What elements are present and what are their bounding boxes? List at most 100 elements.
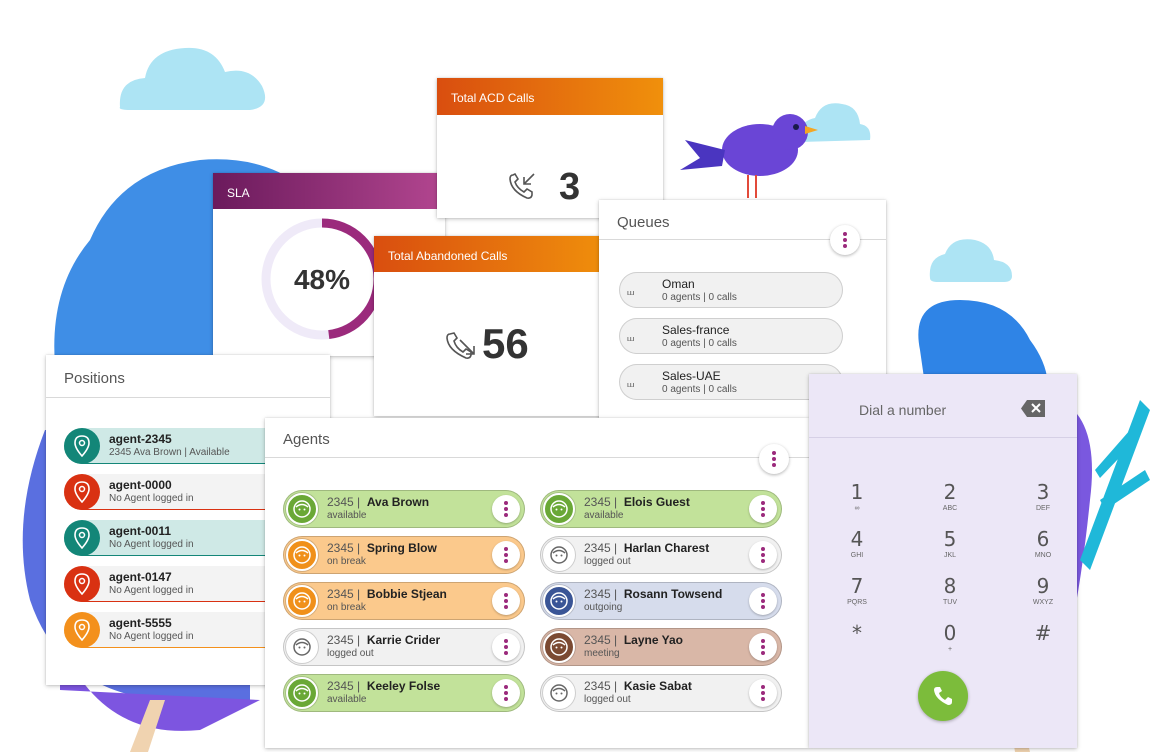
face-icon (550, 500, 568, 518)
location-pin-icon (64, 612, 100, 648)
agent-menu-button[interactable] (492, 633, 520, 661)
dial-key-8[interactable]: 8 TUV (920, 574, 980, 606)
agent-item[interactable]: 2345 | Spring Blow on break (283, 536, 525, 574)
sla-value: 48% (293, 264, 351, 295)
dial-key-0[interactable]: 0 + (920, 621, 980, 653)
agent-item[interactable]: 2345 | Bobbie Stjean on break (283, 582, 525, 620)
dial-key-digit: 0 (943, 621, 957, 645)
position-detail: No Agent logged in (109, 585, 194, 596)
agent-name: 2345 | Spring Blow (327, 541, 437, 555)
dial-key-6[interactable]: 6 MNO (1013, 527, 1073, 559)
agent-item[interactable]: 2345 | Harlan Charest logged out (540, 536, 782, 574)
face-icon (550, 684, 568, 702)
dial-key-letters: MNO (1034, 552, 1052, 559)
position-item[interactable]: agent-0011 No Agent logged in (64, 520, 304, 556)
queue-detail: 0 agents | 0 calls (662, 338, 737, 349)
agent-menu-button[interactable] (749, 495, 777, 523)
agents-title: Agents (265, 418, 809, 458)
dial-number-input[interactable]: Dial a number (859, 402, 947, 418)
dial-key-1[interactable]: 1 ∞ (827, 480, 887, 512)
position-detail: No Agent logged in (109, 631, 194, 642)
total-abandoned-value: 56 (482, 320, 529, 367)
avatar (543, 539, 575, 571)
face-icon (293, 684, 311, 702)
agent-item[interactable]: 2345 | Karrie Crider logged out (283, 628, 525, 666)
dial-key-3[interactable]: 3 DEF (1013, 480, 1073, 512)
position-item[interactable]: agent-0000 No Agent logged in (64, 474, 304, 510)
queue-item[interactable]: ⧢ Oman 0 agents | 0 calls (619, 272, 843, 308)
position-item[interactable]: agent-0147 No Agent logged in (64, 566, 304, 602)
sla-card-title: SLA (213, 173, 445, 209)
face-icon (293, 500, 311, 518)
backspace-icon[interactable] (1021, 400, 1045, 417)
dial-key-digit: 3 (1036, 480, 1050, 504)
face-icon (550, 638, 568, 656)
agent-menu-button[interactable] (492, 679, 520, 707)
agent-item[interactable]: 2345 | Ava Brown available (283, 490, 525, 528)
call-button[interactable] (918, 671, 968, 721)
agent-item[interactable]: 2345 | Elois Guest available (540, 490, 782, 528)
agent-menu-button[interactable] (492, 587, 520, 615)
dial-key-letters: DEF (1036, 505, 1050, 512)
agent-status: logged out (584, 694, 631, 705)
dial-key-5[interactable]: 5 JKL (920, 527, 980, 559)
agent-item[interactable]: 2345 | Keeley Folse available (283, 674, 525, 712)
agent-menu-button[interactable] (749, 633, 777, 661)
queue-icon: ⧢ (627, 283, 635, 299)
agent-item[interactable]: 2345 | Layne Yao meeting (540, 628, 782, 666)
agent-item[interactable]: 2345 | Kasie Sabat logged out (540, 674, 782, 712)
queue-icon: ⧢ (627, 375, 635, 391)
queue-detail: 0 agents | 0 calls (662, 384, 737, 395)
queue-item[interactable]: ⧢ Sales-UAE 0 agents | 0 calls (619, 364, 843, 400)
avatar (286, 585, 318, 617)
dial-key-star[interactable]: * (827, 621, 887, 646)
bird-illustration (680, 114, 818, 198)
position-detail: No Agent logged in (109, 493, 194, 504)
queues-menu-button[interactable] (830, 225, 860, 255)
dial-key-digit: 9 (1036, 574, 1050, 598)
dial-input-row: Dial a number (809, 374, 1077, 438)
agent-status: logged out (327, 648, 374, 659)
face-icon (293, 546, 311, 564)
dial-key-letters: JKL (943, 552, 957, 559)
agent-menu-button[interactable] (492, 495, 520, 523)
dial-key-9[interactable]: 9 WXYZ (1013, 574, 1073, 606)
dial-key-2[interactable]: 2 ABC (920, 480, 980, 512)
agent-menu-button[interactable] (749, 541, 777, 569)
dial-key-digit: 1 (850, 480, 864, 504)
position-item[interactable]: agent-2345 2345 Ava Brown | Available (64, 428, 304, 464)
avatar (286, 677, 318, 709)
avatar (543, 493, 575, 525)
agents-menu-button[interactable] (759, 444, 789, 474)
dial-key-letters: + (947, 646, 953, 653)
queue-name: Oman (662, 277, 695, 291)
dial-key-hash[interactable]: # (1013, 621, 1073, 646)
agent-menu-button[interactable] (492, 541, 520, 569)
position-name: agent-5555 (109, 616, 172, 630)
dial-key-4[interactable]: 4 GHI (827, 527, 887, 559)
queues-title: Queues (599, 200, 886, 240)
cloud-icon (799, 103, 871, 142)
location-pin-icon (64, 474, 100, 510)
agent-menu-button[interactable] (749, 679, 777, 707)
agent-menu-button[interactable] (749, 587, 777, 615)
avatar (543, 631, 575, 663)
location-pin-icon (64, 566, 100, 602)
cloud-icon (119, 47, 266, 110)
face-icon (293, 592, 311, 610)
position-name: agent-2345 (109, 432, 172, 446)
agent-name: 2345 | Ava Brown (327, 495, 430, 509)
agent-item[interactable]: 2345 | Rosann Towsend outgoing (540, 582, 782, 620)
position-item[interactable]: agent-5555 No Agent logged in (64, 612, 304, 648)
agent-status: logged out (584, 556, 631, 567)
queue-item[interactable]: ⧢ Sales-france 0 agents | 0 calls (619, 318, 843, 354)
queue-icon: ⧢ (627, 329, 635, 345)
agent-status: on break (327, 556, 366, 567)
total-acd-card: Total ACD Calls 3 (437, 78, 663, 218)
position-detail: 2345 Ava Brown | Available (109, 447, 230, 458)
face-icon (550, 546, 568, 564)
dial-key-7[interactable]: 7 PQRS (827, 574, 887, 606)
dial-key-letters: TUV (943, 599, 957, 606)
dial-key-digit: 7 (850, 574, 864, 598)
